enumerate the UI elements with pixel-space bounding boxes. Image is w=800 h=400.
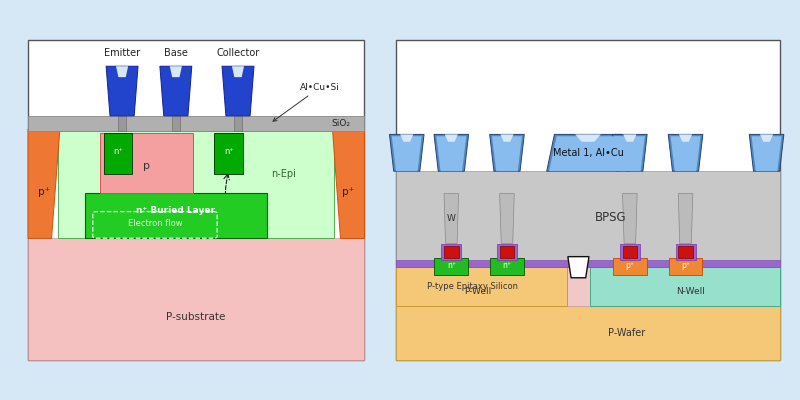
Polygon shape (232, 66, 244, 77)
Polygon shape (396, 267, 567, 306)
Text: W: W (447, 214, 456, 223)
Polygon shape (396, 171, 780, 267)
Polygon shape (678, 194, 693, 244)
Polygon shape (613, 134, 647, 171)
Polygon shape (118, 116, 126, 131)
Text: BPSG: BPSG (595, 211, 627, 224)
Polygon shape (500, 246, 514, 258)
Polygon shape (679, 134, 692, 142)
Polygon shape (490, 258, 524, 275)
Text: Metal 1, Al•Cu: Metal 1, Al•Cu (553, 148, 623, 158)
Text: n⁺: n⁺ (224, 147, 234, 156)
Text: n-Epi: n-Epi (271, 169, 296, 179)
Polygon shape (669, 258, 702, 275)
Polygon shape (104, 133, 132, 174)
Polygon shape (675, 244, 695, 260)
Polygon shape (678, 246, 693, 258)
Polygon shape (434, 134, 469, 171)
Text: p⁺: p⁺ (342, 188, 354, 198)
Polygon shape (492, 136, 522, 171)
Text: p⁺: p⁺ (626, 261, 634, 270)
Text: n⁺ Buried Layer: n⁺ Buried Layer (136, 206, 215, 215)
Polygon shape (100, 133, 193, 193)
Text: Collector: Collector (216, 48, 260, 58)
Polygon shape (549, 136, 627, 171)
Polygon shape (436, 136, 466, 171)
Polygon shape (396, 40, 780, 360)
Polygon shape (750, 134, 784, 171)
Polygon shape (500, 194, 514, 244)
Text: n⁺: n⁺ (502, 261, 511, 270)
Polygon shape (28, 129, 60, 238)
Polygon shape (172, 116, 180, 131)
Polygon shape (490, 134, 524, 171)
Polygon shape (623, 134, 637, 142)
Polygon shape (620, 244, 640, 260)
Polygon shape (613, 258, 646, 275)
Text: P-Well: P-Well (464, 286, 492, 296)
Polygon shape (28, 238, 364, 360)
Polygon shape (396, 260, 780, 267)
Polygon shape (442, 244, 462, 260)
Polygon shape (615, 136, 645, 171)
Polygon shape (501, 134, 514, 142)
Polygon shape (444, 194, 458, 244)
Polygon shape (28, 40, 364, 360)
Polygon shape (396, 306, 780, 360)
Polygon shape (116, 66, 128, 77)
Polygon shape (622, 194, 637, 244)
Polygon shape (332, 129, 364, 238)
Polygon shape (222, 66, 254, 116)
Polygon shape (575, 134, 601, 142)
Polygon shape (392, 136, 422, 171)
Text: n⁺: n⁺ (113, 147, 123, 156)
Polygon shape (170, 66, 182, 77)
Polygon shape (760, 134, 773, 142)
Polygon shape (214, 133, 243, 174)
Text: Emitter: Emitter (104, 48, 140, 58)
Text: Electron flow: Electron flow (128, 219, 182, 228)
Polygon shape (590, 267, 780, 306)
Text: P-type Epitaxy Silicon: P-type Epitaxy Silicon (427, 282, 518, 291)
Polygon shape (670, 136, 701, 171)
Polygon shape (390, 134, 424, 171)
Polygon shape (751, 136, 782, 171)
Text: p⁺: p⁺ (38, 188, 50, 198)
Polygon shape (106, 66, 138, 116)
Polygon shape (85, 193, 266, 238)
Polygon shape (622, 246, 637, 258)
Text: N-Well: N-Well (676, 286, 705, 296)
Polygon shape (546, 134, 630, 171)
Polygon shape (234, 116, 242, 131)
Polygon shape (400, 134, 414, 142)
Polygon shape (434, 258, 468, 275)
Text: Base: Base (164, 48, 188, 58)
Polygon shape (396, 267, 780, 306)
Text: n⁺: n⁺ (446, 261, 456, 270)
Text: SiO₂: SiO₂ (331, 119, 350, 128)
Text: P-substrate: P-substrate (166, 312, 226, 322)
Text: Al•Cu•Si: Al•Cu•Si (273, 82, 340, 121)
Polygon shape (497, 244, 517, 260)
Polygon shape (445, 134, 458, 142)
Polygon shape (58, 131, 334, 238)
Text: P-Wafer: P-Wafer (608, 328, 645, 338)
Polygon shape (668, 134, 703, 171)
Text: p: p (143, 161, 150, 171)
Polygon shape (568, 257, 589, 278)
Polygon shape (28, 116, 364, 131)
Text: p⁺: p⁺ (681, 261, 690, 270)
Polygon shape (160, 66, 192, 116)
Polygon shape (444, 246, 458, 258)
